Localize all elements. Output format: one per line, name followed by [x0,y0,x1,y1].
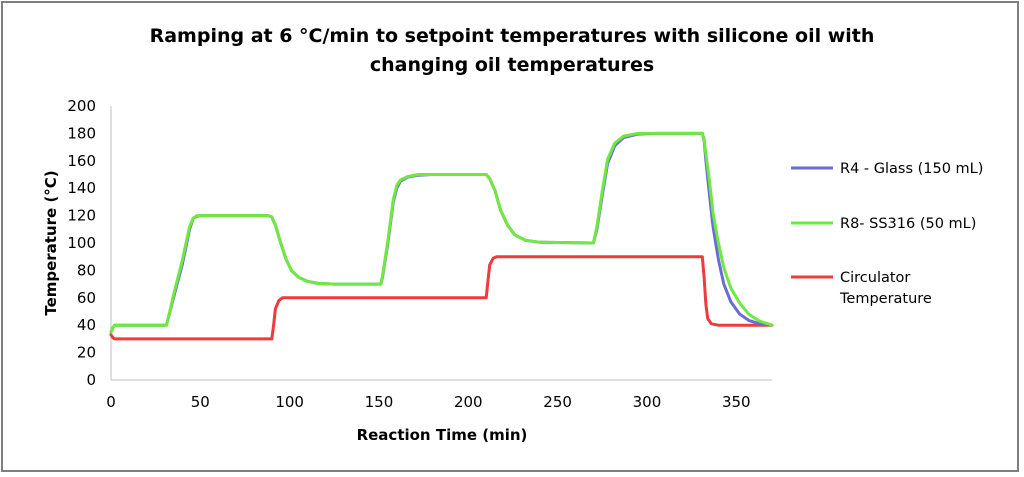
y-tick-label: 80 [77,261,96,279]
series-line [109,255,774,341]
y-tick-label: 200 [67,97,96,115]
y-axis-title: Temperature (°C) [42,170,60,315]
legend-label: R8- SS316 (50 mL) [840,216,976,232]
y-tick-label: 120 [67,207,96,225]
x-axis-title: Reaction Time (min) [357,426,528,444]
series-group [109,131,774,341]
x-tick-label: 100 [275,393,304,411]
y-tick-label: 160 [67,152,96,170]
y-axis-ticks: 0 20 40 60 80 100 120 140 160 180 200 [67,97,96,389]
x-axis-ticks: 0 50 100 150 200 250 300 350 [106,393,750,411]
y-tick-label: 100 [67,234,96,252]
chart-title-line-1: Ramping at 6 °C/min to setpoint temperat… [149,25,875,47]
y-tick-label: 0 [86,371,96,389]
y-tick-label: 40 [77,316,96,334]
x-tick-label: 50 [191,393,210,411]
x-tick-label: 0 [106,393,116,411]
y-tick-label: 20 [77,344,96,362]
y-tick-label: 60 [77,289,96,307]
y-tick-label: 180 [67,124,96,142]
legend: R4 - Glass (150 mL) R8- SS316 (50 mL) Circ… [791,161,983,307]
x-tick-label: 200 [454,393,483,411]
y-tick-label: 140 [67,179,96,197]
series-line [109,131,774,334]
x-tick-label: 250 [543,393,572,411]
legend-label: Circulator Temperature [839,270,932,307]
series-line [109,131,774,334]
chart-title-line-2: changing oil temperatures [369,54,655,76]
x-tick-label: 150 [365,393,394,411]
chart-title: Ramping at 6 °C/min to setpoint temperat… [100,22,924,80]
legend-label: R4 - Glass (150 mL) [840,161,983,177]
x-tick-label: 350 [722,393,751,411]
x-tick-label: 300 [633,393,662,411]
